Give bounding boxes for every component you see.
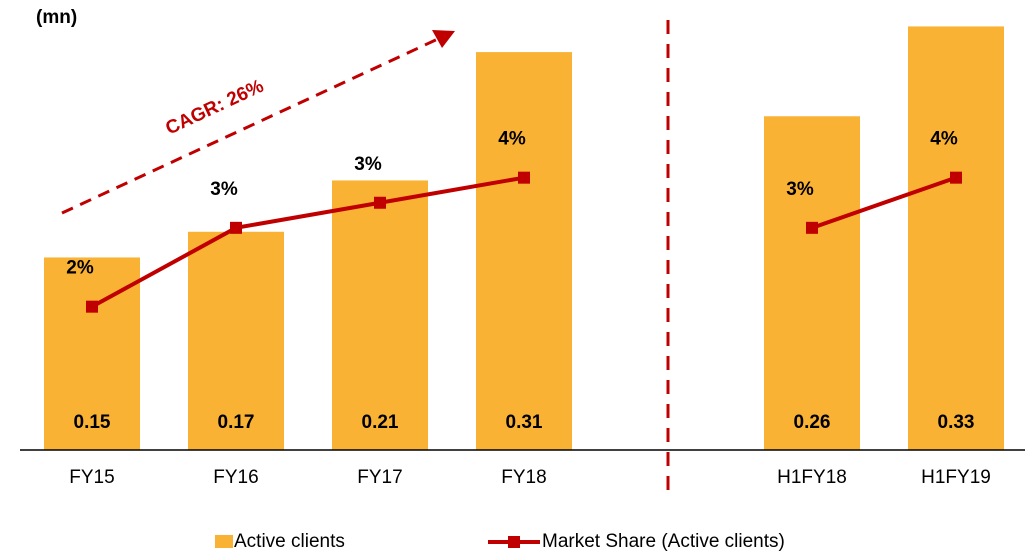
line-value-label: 2%: [66, 258, 94, 279]
line-marker: [230, 221, 242, 234]
cagr-arrowhead: [432, 30, 455, 48]
legend-swatch-marker: [508, 536, 520, 548]
bar: [908, 26, 1004, 451]
line-value-label: 4%: [930, 129, 958, 150]
x-tick-label: FY18: [501, 467, 546, 488]
bar: [764, 116, 860, 451]
line-marker: [950, 171, 962, 184]
line-marker: [86, 300, 98, 313]
line-marker: [806, 221, 818, 234]
bar-value-label: 0.17: [218, 412, 255, 433]
bar: [476, 52, 572, 451]
bar: [188, 231, 284, 450]
x-tick-label: H1FY18: [777, 467, 847, 488]
cagr-arrow: [61, 36, 441, 215]
legend-swatch: [215, 535, 233, 548]
line-value-label: 4%: [498, 129, 526, 150]
unit-label: (mn): [36, 7, 77, 28]
x-tick-label: H1FY19: [921, 467, 991, 488]
legend-label: Active clients: [234, 531, 345, 552]
bar-value-label: 0.31: [506, 412, 543, 433]
bar-value-label: 0.15: [74, 412, 111, 433]
x-tick-label: FY16: [213, 467, 258, 488]
x-tick-label: FY15: [69, 467, 114, 488]
line-value-label: 3%: [786, 179, 814, 200]
bar-value-label: 0.33: [938, 412, 975, 433]
line-marker: [374, 196, 386, 209]
bar-value-label: 0.26: [794, 412, 831, 433]
line-value-label: 3%: [210, 179, 238, 200]
line-value-label: 3%: [354, 154, 382, 175]
x-tick-label: FY17: [357, 467, 402, 488]
cagr-label: CAGR: 26%: [163, 76, 268, 140]
bar-value-label: 0.21: [362, 412, 399, 433]
line-marker: [518, 171, 530, 184]
line: [91, 175, 957, 309]
legend-label: Market Share (Active clients): [542, 531, 785, 552]
bar: [332, 180, 428, 450]
